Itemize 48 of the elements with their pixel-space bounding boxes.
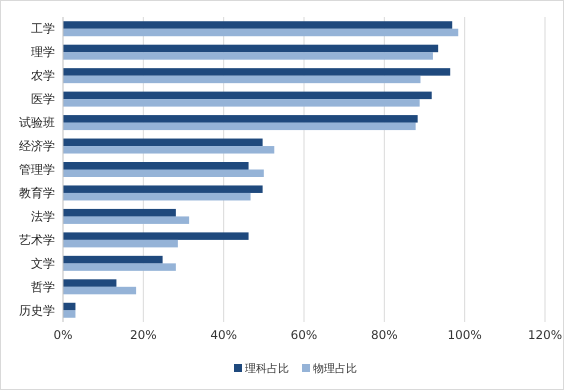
y-tick-label: 理学 [31, 45, 55, 60]
bar [63, 68, 450, 76]
x-tick-label: 80% [370, 328, 398, 342]
bar [63, 256, 163, 264]
bar [63, 310, 76, 318]
legend-label: 物理占比 [313, 362, 357, 375]
bar [63, 232, 249, 240]
bar [63, 162, 249, 170]
y-tick-label: 试验班 [19, 116, 55, 130]
y-tick-label: 法学 [31, 209, 55, 224]
y-tick-label: 经济学 [19, 139, 55, 154]
y-tick-label: 工学 [31, 22, 55, 36]
bar [63, 263, 176, 271]
y-tick-label: 农学 [31, 68, 55, 83]
y-tick-label: 教育学 [19, 186, 55, 200]
bar [63, 192, 251, 200]
x-tick-label: 20% [130, 328, 157, 342]
x-tick-label: 0% [53, 328, 73, 342]
bar [63, 286, 136, 294]
y-tick-label: 管理学 [19, 162, 55, 176]
bar [63, 216, 190, 224]
bar [63, 122, 416, 130]
bar [63, 146, 274, 154]
y-tick-label: 医学 [31, 92, 55, 106]
bar [63, 21, 452, 29]
y-tick-label: 文学 [31, 256, 55, 270]
legend-label: 理科占比 [245, 362, 289, 375]
bar [63, 170, 264, 177]
bar [63, 76, 420, 84]
x-tick-label: 60% [290, 328, 318, 342]
bar [63, 99, 420, 107]
bar [63, 44, 438, 52]
bar [63, 279, 116, 287]
bar [63, 240, 178, 248]
y-tick-label: 哲学 [31, 280, 55, 294]
bar [63, 208, 176, 216]
x-tick-label: 120% [528, 328, 562, 342]
bar [63, 92, 432, 100]
x-tick-label: 40% [210, 328, 238, 342]
x-tick-label: 100% [448, 328, 482, 342]
y-tick-label: 艺术学 [19, 232, 55, 247]
bar [63, 52, 433, 60]
bar [63, 115, 418, 123]
y-tick-label: 历史学 [19, 303, 55, 318]
bar [63, 185, 263, 193]
bar [63, 302, 76, 310]
bar [63, 28, 458, 36]
bar [63, 138, 263, 146]
